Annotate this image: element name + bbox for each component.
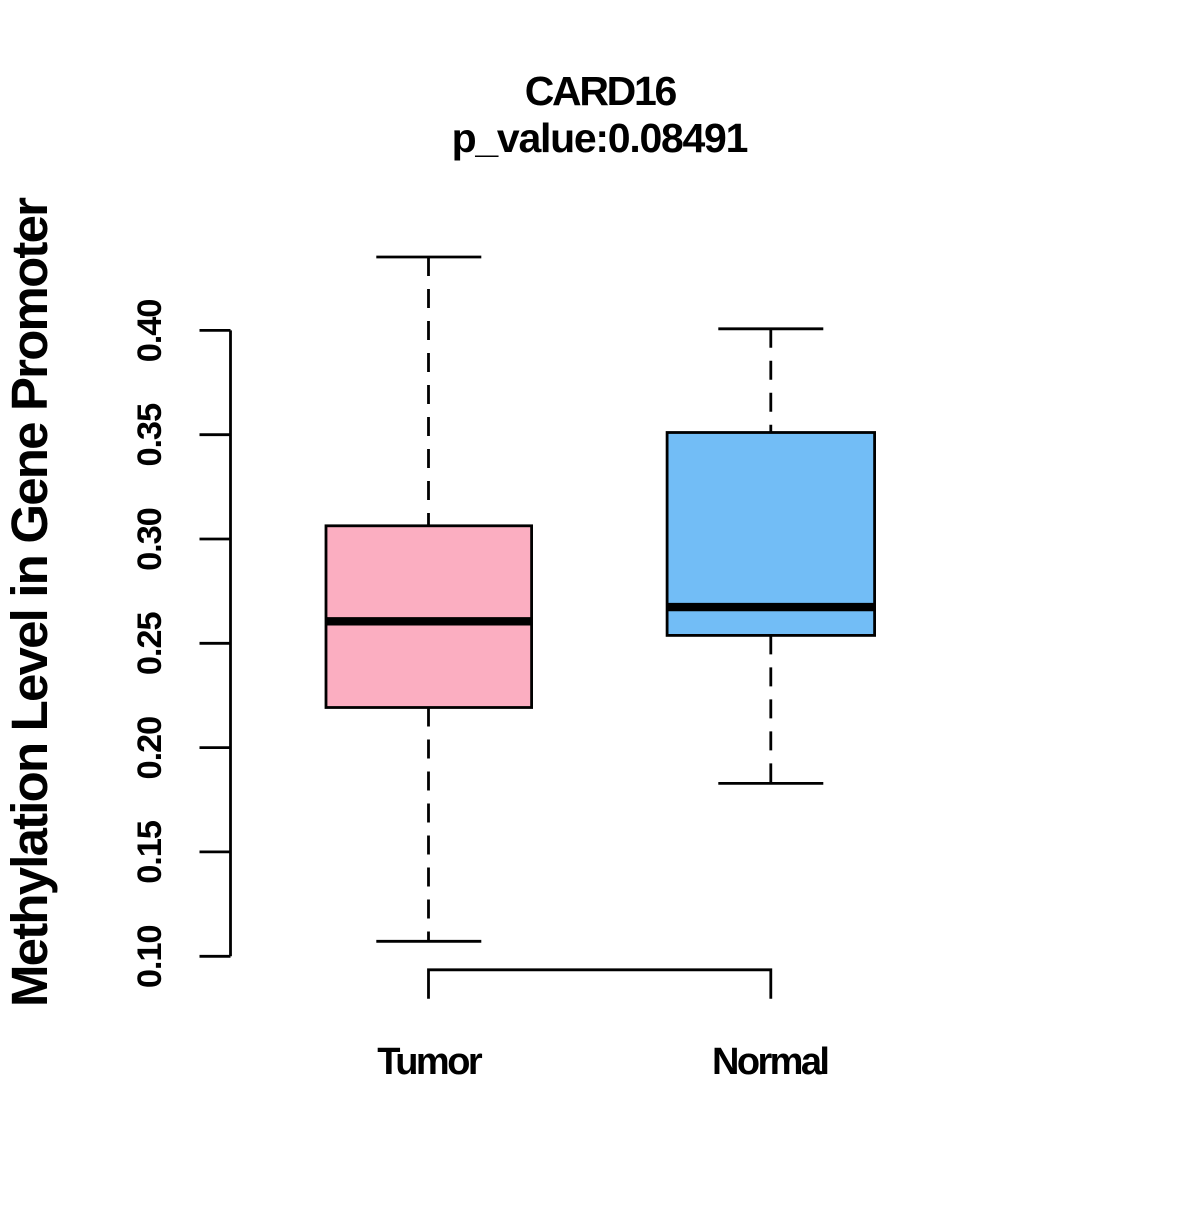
svg-text:0.30: 0.30 xyxy=(131,507,169,571)
svg-text:p_value:0.08491: p_value:0.08491 xyxy=(452,115,749,161)
svg-text:CARD16: CARD16 xyxy=(525,68,678,114)
svg-text:0.10: 0.10 xyxy=(131,924,169,988)
svg-text:0.40: 0.40 xyxy=(131,299,169,363)
svg-text:0.20: 0.20 xyxy=(131,716,169,780)
svg-text:Methylation Level in Gene Prom: Methylation Level in Gene Promoter xyxy=(1,197,58,1007)
svg-text:Tumor: Tumor xyxy=(377,1041,483,1083)
svg-text:0.25: 0.25 xyxy=(131,611,169,675)
svg-text:Normal: Normal xyxy=(712,1041,830,1083)
svg-text:0.35: 0.35 xyxy=(131,403,169,467)
svg-text:0.15: 0.15 xyxy=(131,820,169,884)
